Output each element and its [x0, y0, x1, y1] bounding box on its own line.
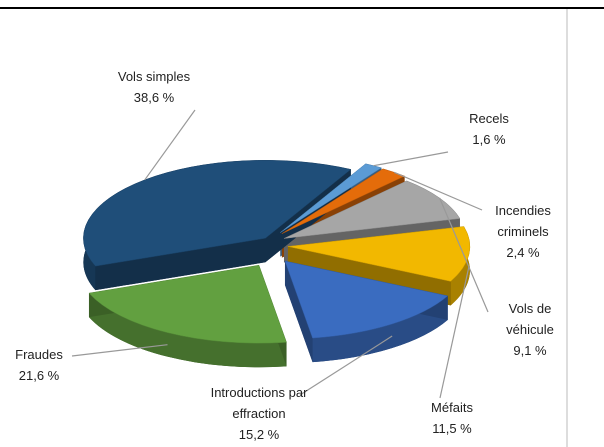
leader-line	[144, 109, 196, 181]
data-label: Méfaits 11,5 %	[414, 397, 490, 439]
value-label: 21,6 %	[18, 368, 60, 383]
slice	[284, 260, 449, 339]
slice-wall	[312, 295, 448, 363]
slice-tops	[83, 160, 471, 344]
category-name: Fraudes	[15, 347, 63, 362]
slice-radial-wall	[95, 169, 351, 291]
leader-lines	[71, 109, 489, 399]
value-label: 15,2 %	[238, 427, 280, 442]
category-name: Introductions par effraction	[210, 385, 308, 421]
category-name: Recels	[469, 111, 509, 126]
leader-line	[299, 335, 393, 396]
data-label: Vols de véhicule 9,1 %	[492, 298, 568, 361]
data-label: Incendies criminels 2,4 %	[482, 200, 564, 263]
data-label: Recels 1,6 %	[452, 108, 526, 150]
category-name: Incendies criminels	[495, 203, 551, 239]
category-name: Vols simples	[117, 69, 191, 84]
leader-line	[393, 171, 483, 211]
data-label: Vols simples 38,6 %	[95, 66, 213, 108]
leader-line	[373, 151, 449, 167]
value-label: 38,6 %	[133, 90, 175, 105]
category-name: Méfaits	[431, 400, 473, 415]
category-name: Vols de véhicule	[506, 301, 554, 337]
slice	[287, 226, 471, 282]
data-label: Fraudes 21,6 %	[4, 344, 74, 386]
value-label: 11,5 %	[432, 421, 472, 436]
slice	[88, 264, 287, 344]
leader-line	[439, 266, 470, 399]
leader-line	[439, 197, 489, 313]
leader-line	[71, 344, 168, 357]
value-label: 9,1 %	[513, 343, 547, 358]
data-label: Introductions par effraction 15,2 %	[203, 382, 315, 445]
slice	[281, 168, 406, 234]
slice-wall	[88, 293, 287, 368]
value-label: 2,4 %	[506, 245, 540, 260]
value-label: 1,6 %	[472, 132, 506, 147]
